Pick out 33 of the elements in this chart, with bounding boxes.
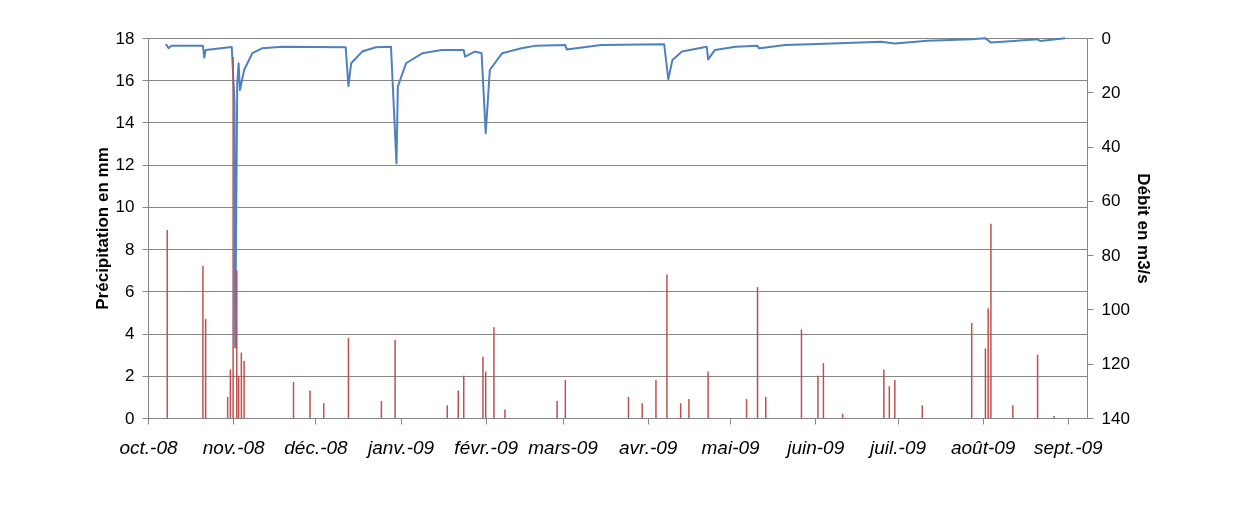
x-tick-label: avr.-09 xyxy=(618,436,678,458)
y-axis-title: Précipitation en mm xyxy=(92,147,112,310)
y-tick-label: 6 xyxy=(125,281,135,301)
y2-tick-label: 20 xyxy=(1101,82,1121,102)
x-tick-label: juin-09 xyxy=(784,436,845,458)
y-tick-label: 10 xyxy=(115,197,135,217)
y2-axis-title: Débit en m3/s xyxy=(1133,173,1153,284)
x-tick-label: déc.-08 xyxy=(284,436,349,458)
x-tick-label: août-09 xyxy=(950,436,1016,458)
y2-tick-label: 100 xyxy=(1101,299,1130,319)
x-tick-label: nov.-08 xyxy=(202,436,266,458)
x-tick-label: juil.-09 xyxy=(867,436,927,458)
y-tick-label: 14 xyxy=(115,112,135,132)
y2-tick-label: 40 xyxy=(1101,137,1121,157)
y-tick-label: 2 xyxy=(125,366,135,386)
y-tick-label: 0 xyxy=(125,408,135,428)
y-tick-label: 8 xyxy=(125,239,135,259)
y2-tick-label: 120 xyxy=(1101,354,1130,374)
x-tick-label: sept.-09 xyxy=(1033,436,1104,458)
x-tick-label: févr.-09 xyxy=(454,436,519,458)
x-tick-label: janv.-09 xyxy=(365,436,435,458)
y2-tick-label: 140 xyxy=(1101,408,1130,428)
y2-tick-label: 80 xyxy=(1101,245,1121,265)
x-tick-label: mai-09 xyxy=(701,436,761,458)
y-tick-label: 16 xyxy=(115,70,135,90)
line-series xyxy=(164,37,1067,349)
x-tick-label: oct.-08 xyxy=(119,436,178,458)
y-tick-label: 12 xyxy=(115,155,135,175)
y2-tick-label: 60 xyxy=(1101,191,1121,211)
y-tick-label: 4 xyxy=(125,324,135,344)
x-tick-label: mars-09 xyxy=(528,436,599,458)
y-tick-label: 18 xyxy=(115,28,135,48)
y2-tick-label: 0 xyxy=(1101,28,1111,48)
